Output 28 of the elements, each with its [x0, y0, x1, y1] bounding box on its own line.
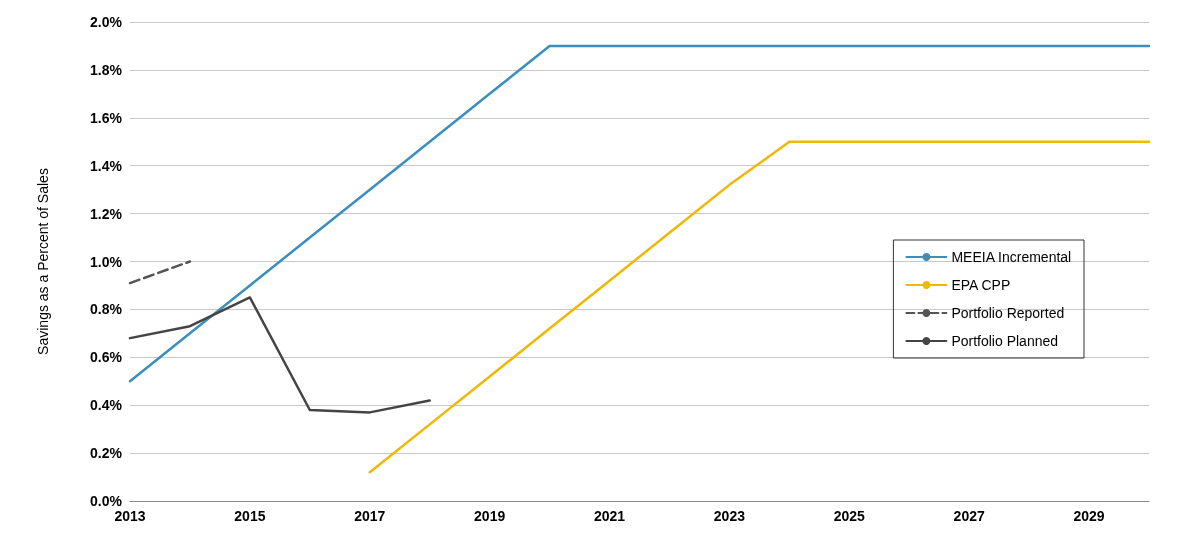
- legend-label: MEEIA Incremental: [951, 249, 1072, 265]
- x-tick-label: 2015: [234, 508, 266, 524]
- x-tick-label: 2017: [354, 508, 386, 524]
- x-tick-label: 2025: [833, 508, 866, 524]
- x-tick-label: 2023: [713, 508, 746, 524]
- y-tick-label: 0.8%: [90, 301, 123, 318]
- x-tick-label: 2021: [593, 508, 626, 524]
- x-tick-label: 2019: [474, 508, 506, 524]
- y-tick-label: 0.2%: [90, 445, 123, 462]
- y-axis-title: Savings as a Percent of Sales: [35, 168, 51, 355]
- x-tick-label: 2013: [114, 508, 146, 524]
- y-tick-label: 0.4%: [90, 397, 123, 414]
- y-tick-label: 1.4%: [90, 157, 123, 174]
- x-tick-label: 2029: [1073, 508, 1105, 524]
- y-tick-label: 2.0%: [90, 14, 123, 30]
- legend-label: Portfolio Reported: [951, 305, 1065, 321]
- y-tick-label: 1.6%: [90, 109, 123, 126]
- x-tick-label: 2027: [953, 508, 985, 524]
- legend-label: EPA CPP: [951, 277, 1011, 293]
- legend-label: Portfolio Planned: [951, 333, 1059, 349]
- line-series: [128, 44, 1151, 383]
- y-tick-label: 1.0%: [90, 253, 123, 270]
- y-tick-label: 1.2%: [90, 205, 123, 222]
- y-tick-label: 0.0%: [90, 493, 123, 509]
- y-tick-label: 0.6%: [90, 349, 123, 366]
- y-tick-label: 1.8%: [90, 61, 123, 78]
- line-series: [128, 296, 431, 414]
- line-series: [368, 140, 1151, 474]
